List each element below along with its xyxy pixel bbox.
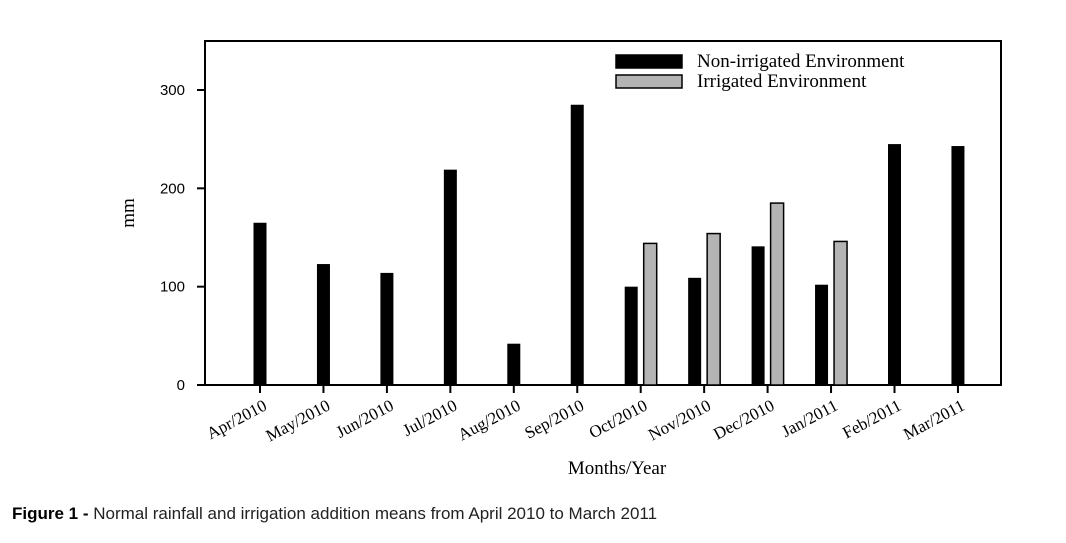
y-tick-label: 300 [160, 82, 185, 99]
x-axis-title: Months/Year [568, 458, 667, 479]
bar-non-irrigated [380, 272, 394, 385]
bar-irrigated [833, 240, 848, 386]
bar-non-irrigated [570, 104, 584, 385]
bar-non-irrigated [815, 284, 829, 385]
y-tick-label: 200 [160, 180, 185, 197]
bar-non-irrigated [688, 277, 702, 385]
x-tick-label: Feb/2011 [839, 396, 904, 443]
x-tick-label: Mar/2011 [900, 396, 968, 444]
bar-non-irrigated [507, 343, 521, 385]
bar-non-irrigated [951, 146, 965, 385]
y-axis: 0 100 200 300 [160, 82, 205, 394]
plot-frame [204, 40, 1002, 386]
figure-caption: Figure 1 - Normal rainfall and irrigatio… [12, 504, 657, 524]
legend-label-non-irrigated: Non-irrigated Environment [697, 51, 905, 72]
bar-non-irrigated [253, 222, 267, 385]
x-tick-label: Dec/2010 [710, 396, 777, 444]
bar-non-irrigated [751, 246, 765, 385]
x-tick-label: Oct/2010 [586, 396, 651, 442]
y-axis-title: mm [118, 198, 139, 228]
caption-label: Figure 1 - [12, 504, 89, 523]
x-tick-label: Nov/2010 [645, 396, 714, 445]
legend-label-irrigated: Irrigated Environment [697, 71, 867, 92]
bar-irrigated [769, 202, 785, 386]
bar-non-irrigated [888, 144, 901, 385]
x-tick-label: May/2010 [263, 396, 334, 446]
y-tick-label: 0 [177, 377, 185, 394]
bar-non-irrigated [316, 264, 330, 385]
y-tick-label: 100 [160, 279, 185, 296]
x-tick-label: Jun/2010 [333, 396, 397, 442]
x-tick-label: Apr/2010 [203, 396, 269, 443]
bar-irrigated [642, 242, 658, 386]
caption-text: Normal rainfall and irrigation addition … [88, 504, 658, 523]
x-tick-label: Jan/2011 [778, 396, 841, 441]
bar-non-irrigated [443, 169, 457, 385]
legend: Non-irrigated Environment Irrigated Envi… [615, 51, 905, 92]
x-tick-label: Sep/2010 [521, 396, 587, 443]
legend-swatch-non-irrigated [615, 54, 683, 69]
bars-group [253, 104, 965, 386]
legend-swatch-irrigated [615, 74, 683, 89]
x-tick-label: Aug/2010 [455, 396, 524, 445]
bar-irrigated [706, 232, 721, 386]
x-tick-label: Jul/2010 [400, 396, 461, 440]
bar-non-irrigated [624, 286, 638, 385]
